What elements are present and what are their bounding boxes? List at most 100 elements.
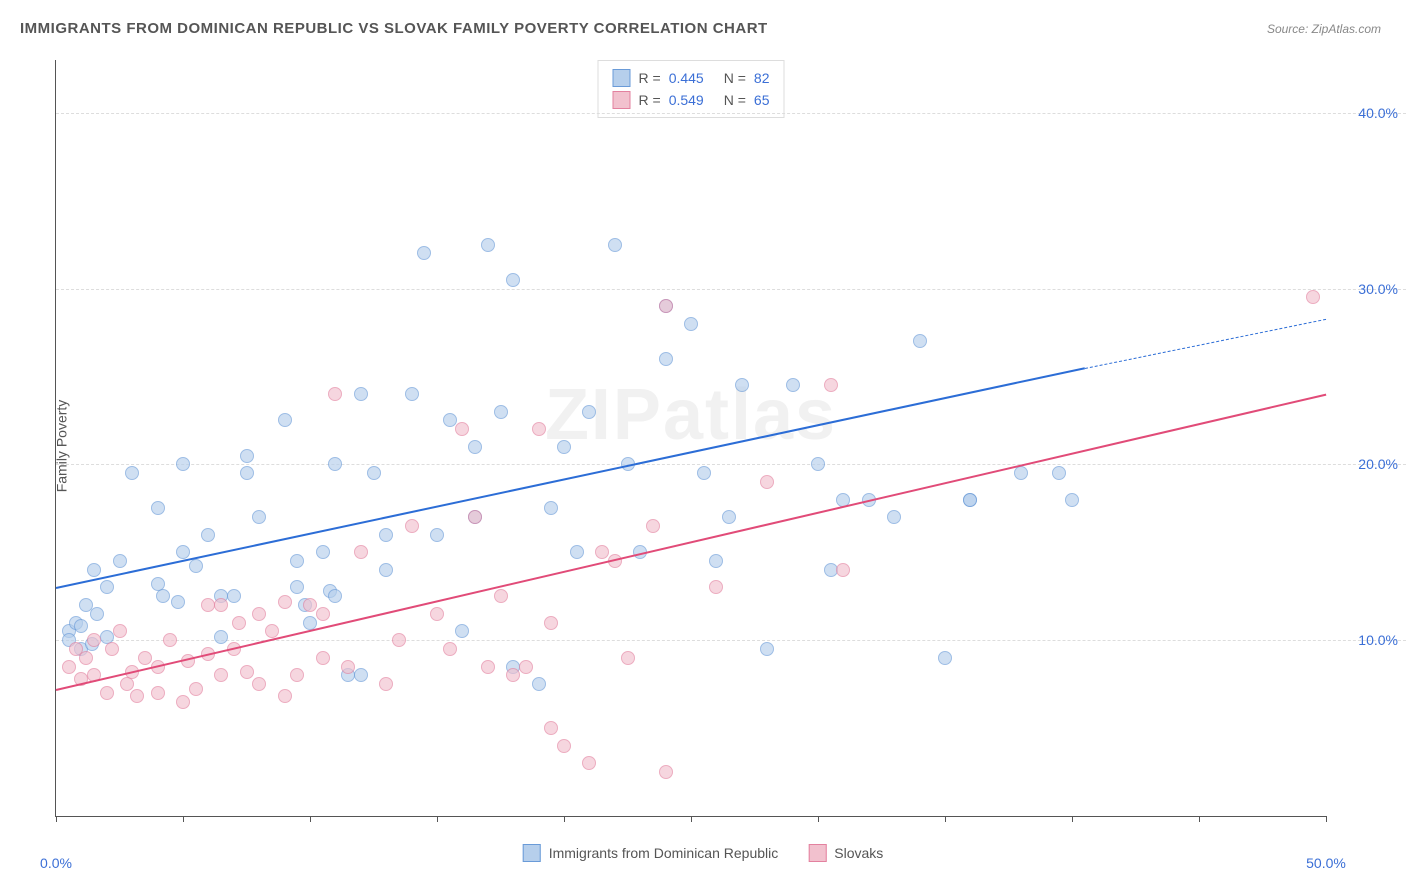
data-point — [303, 616, 317, 630]
x-tick — [1199, 816, 1200, 822]
data-point — [125, 466, 139, 480]
data-point — [328, 457, 342, 471]
data-point — [582, 756, 596, 770]
data-point — [443, 642, 457, 656]
data-point — [138, 651, 152, 665]
data-point — [836, 563, 850, 577]
legend-swatch — [613, 69, 631, 87]
data-point — [455, 624, 469, 638]
series-legend: Immigrants from Dominican Republic Slovak… — [523, 844, 884, 862]
series-name: Slovaks — [834, 845, 883, 861]
data-point — [354, 545, 368, 559]
data-point — [278, 413, 292, 427]
x-tick — [310, 816, 311, 822]
data-point — [468, 440, 482, 454]
data-point — [722, 510, 736, 524]
data-point — [113, 624, 127, 638]
data-point — [62, 660, 76, 674]
data-point — [316, 545, 330, 559]
x-tick — [56, 816, 57, 822]
data-point — [557, 739, 571, 753]
legend-n-label: N = — [724, 70, 746, 86]
data-point — [659, 299, 673, 313]
data-point — [278, 595, 292, 609]
data-point — [659, 765, 673, 779]
data-point — [709, 580, 723, 594]
data-point — [316, 651, 330, 665]
y-tick-label: 30.0% — [1358, 281, 1398, 297]
data-point — [171, 595, 185, 609]
data-point — [265, 624, 279, 638]
data-point — [189, 559, 203, 573]
data-point — [494, 589, 508, 603]
data-point — [232, 616, 246, 630]
data-point — [240, 466, 254, 480]
legend-n-value: 65 — [754, 92, 770, 108]
data-point — [316, 607, 330, 621]
data-point — [100, 580, 114, 594]
data-point — [659, 352, 673, 366]
series-legend-item: Slovaks — [808, 844, 883, 862]
data-point — [811, 457, 825, 471]
data-point — [379, 563, 393, 577]
data-point — [120, 677, 134, 691]
trend-line-dashed — [1085, 318, 1326, 368]
data-point — [1052, 466, 1066, 480]
data-point — [430, 607, 444, 621]
data-point — [113, 554, 127, 568]
data-point — [227, 589, 241, 603]
data-point — [506, 273, 520, 287]
data-point — [709, 554, 723, 568]
data-point — [354, 668, 368, 682]
x-tick-label: 50.0% — [1306, 855, 1346, 871]
data-point — [90, 607, 104, 621]
legend-r-label: R = — [639, 70, 661, 86]
data-point — [582, 405, 596, 419]
data-point — [290, 554, 304, 568]
data-point — [455, 422, 469, 436]
data-point — [760, 475, 774, 489]
data-point — [684, 317, 698, 331]
data-point — [532, 422, 546, 436]
data-point — [570, 545, 584, 559]
data-point — [1306, 290, 1320, 304]
x-tick — [183, 816, 184, 822]
legend-swatch — [613, 91, 631, 109]
legend-row: R =0.549N =65 — [613, 89, 770, 111]
data-point — [176, 457, 190, 471]
chart-title: IMMIGRANTS FROM DOMINICAN REPUBLIC VS SL… — [20, 20, 768, 37]
data-point — [79, 651, 93, 665]
x-tick — [1072, 816, 1073, 822]
data-point — [151, 501, 165, 515]
legend-r-value: 0.445 — [669, 70, 704, 86]
x-tick — [1326, 816, 1327, 822]
data-point — [468, 510, 482, 524]
data-point — [176, 545, 190, 559]
data-point — [189, 682, 203, 696]
data-point — [214, 598, 228, 612]
data-point — [544, 501, 558, 515]
data-point — [392, 633, 406, 647]
x-tick — [691, 816, 692, 822]
data-point — [481, 660, 495, 674]
series-legend-item: Immigrants from Dominican Republic — [523, 844, 779, 862]
legend-r-label: R = — [639, 92, 661, 108]
y-tick-label: 40.0% — [1358, 105, 1398, 121]
data-point — [87, 563, 101, 577]
x-tick-label: 0.0% — [40, 855, 72, 871]
data-point — [1014, 466, 1028, 480]
legend-r-value: 0.549 — [669, 92, 704, 108]
data-point — [481, 238, 495, 252]
y-tick-label: 20.0% — [1358, 456, 1398, 472]
data-point — [328, 589, 342, 603]
trend-line — [56, 394, 1326, 691]
data-point — [824, 378, 838, 392]
legend-n-value: 82 — [754, 70, 770, 86]
y-tick-label: 10.0% — [1358, 632, 1398, 648]
data-point — [290, 668, 304, 682]
data-point — [786, 378, 800, 392]
x-tick — [818, 816, 819, 822]
data-point — [290, 580, 304, 594]
data-point — [354, 387, 368, 401]
data-point — [252, 607, 266, 621]
